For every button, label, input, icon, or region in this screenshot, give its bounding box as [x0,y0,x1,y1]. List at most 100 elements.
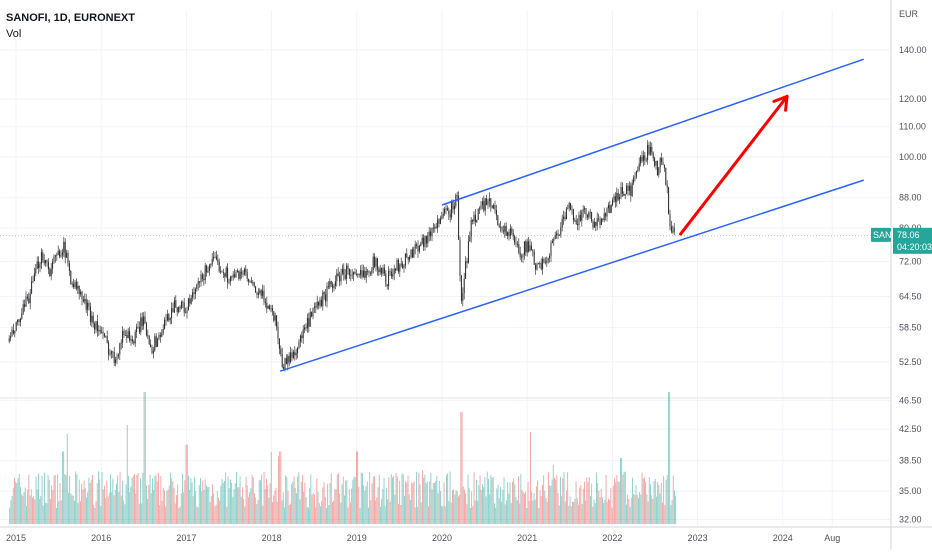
candle-body [96,321,98,331]
volume-bar [437,493,439,524]
candle-body [564,216,566,220]
candle-body [385,273,387,285]
volume-bar [450,502,452,524]
volume-bar [557,492,559,524]
volume-bar [332,502,333,524]
volume-bar [443,482,445,524]
candle-body [115,359,117,363]
volume-bar [502,489,504,524]
volume-bar [153,489,155,524]
volume-bar [579,487,581,524]
volume-bar [460,411,462,524]
channel-upper-line[interactable] [441,58,864,206]
volume-bar [180,493,182,524]
price-axis-tick: 110.00 [899,122,926,132]
candle-body [414,244,416,249]
volume-bar [297,476,299,524]
volume-bar [467,474,469,524]
volume-bar [161,500,163,524]
candle-body [47,262,49,270]
symbol-title[interactable]: SANOFI, 1D, EURONEXT [6,12,135,24]
volume-bar [123,500,125,524]
volume-bar [191,482,193,524]
volume-bar [656,496,657,524]
volume-bar [540,496,542,524]
candle-body [284,358,286,370]
volume-bar [36,489,38,524]
volume-bar [652,499,654,524]
volume-bar [269,483,271,524]
projection-arrow-head[interactable] [772,94,789,112]
volume-bar [178,508,180,524]
candle-body [298,341,300,348]
volume-bar [342,476,344,524]
candle-body [437,219,439,228]
volume-bar [411,482,413,524]
volume-bar [196,506,198,524]
volume-bar [345,480,347,524]
candle-body [147,334,149,336]
volume-bar [527,482,529,524]
candle-body [10,336,12,339]
time-axis-tick: 2020 [432,533,452,543]
candle-body [287,355,289,364]
candle-body [106,336,108,343]
candle-body [271,308,273,312]
candle-body [141,317,143,326]
candle-body [610,205,612,213]
candle-body [262,290,264,296]
volume-bar [550,485,552,524]
candle-body [185,312,187,314]
volume-legend-label[interactable]: Vol [6,28,22,40]
candle-body [376,258,378,270]
volume-bar [24,487,26,524]
volume-bar [363,485,365,524]
candle-body [540,263,542,270]
candle-body [386,284,388,287]
candle-body [642,155,644,162]
candle-body [309,312,311,327]
volume-bar [533,493,535,524]
volume-bar [635,484,637,524]
volume-bar [155,474,157,524]
volume-bar [35,476,37,524]
volume-bar [500,486,501,524]
volume-bar [138,503,140,524]
volume-bar [402,474,404,524]
candle-body [22,304,24,314]
candle-body [154,336,156,351]
price-badge[interactable] [893,227,932,254]
volume-bar [244,506,246,524]
candle-body [529,245,531,252]
volume-bar [179,506,181,524]
volume-bar [522,492,524,524]
candle-body [598,218,600,220]
candle-body [479,208,481,210]
ticker-badge[interactable] [871,227,891,242]
projection-arrow-shaft[interactable] [679,94,789,236]
volume-bar [485,496,487,524]
candle-body [281,353,283,367]
candle-body [606,208,608,217]
candle-body [651,147,653,153]
volume-bar [538,508,540,524]
volume-bar [267,485,269,524]
candle-body [15,322,17,331]
candle-body [318,301,320,306]
candle-body [190,297,192,304]
candle-body [533,251,535,265]
volume-bar [587,482,589,524]
candle-body [270,308,272,310]
channel-lower-line[interactable] [279,179,864,372]
candle-body [302,329,304,338]
volume-bar [166,490,168,524]
candle-body [411,249,413,258]
volume-bar [90,480,92,524]
volume-bar [455,489,457,524]
candle-body [8,338,10,342]
candle-body [591,212,593,222]
candle-body [603,213,605,220]
volume-bar [317,491,319,524]
candle-body [542,259,544,270]
